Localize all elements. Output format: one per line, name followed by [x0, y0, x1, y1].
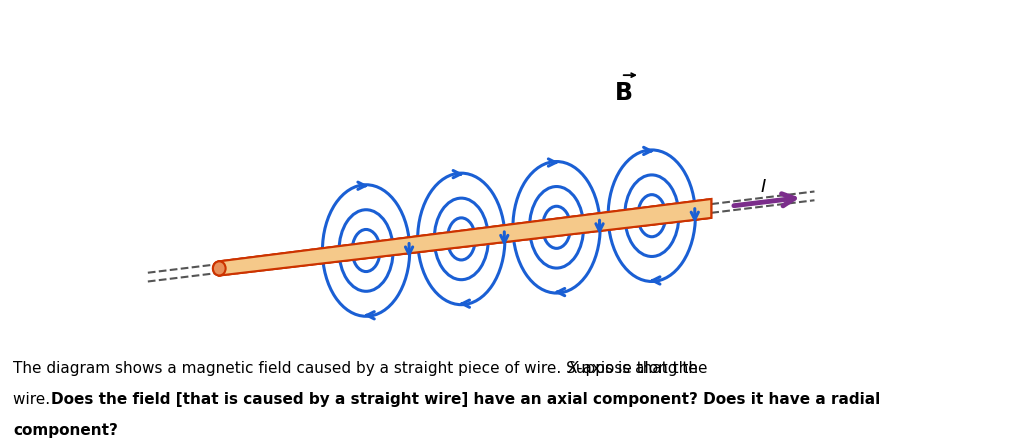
Text: X: X [567, 361, 578, 376]
Text: component?: component? [13, 423, 118, 438]
Text: The diagram shows a magnetic field caused by a straight piece of wire. Suppose t: The diagram shows a magnetic field cause… [13, 361, 702, 376]
Text: -axis is along the: -axis is along the [577, 361, 708, 376]
Text: B: B [615, 81, 633, 105]
Polygon shape [219, 199, 712, 276]
Text: Does the field [that is caused by a straight wire] have an axial component? Does: Does the field [that is caused by a stra… [51, 392, 881, 407]
Text: I: I [760, 177, 766, 195]
Ellipse shape [213, 261, 225, 276]
Text: wire.: wire. [13, 392, 55, 407]
Polygon shape [219, 199, 712, 276]
Ellipse shape [213, 261, 225, 276]
